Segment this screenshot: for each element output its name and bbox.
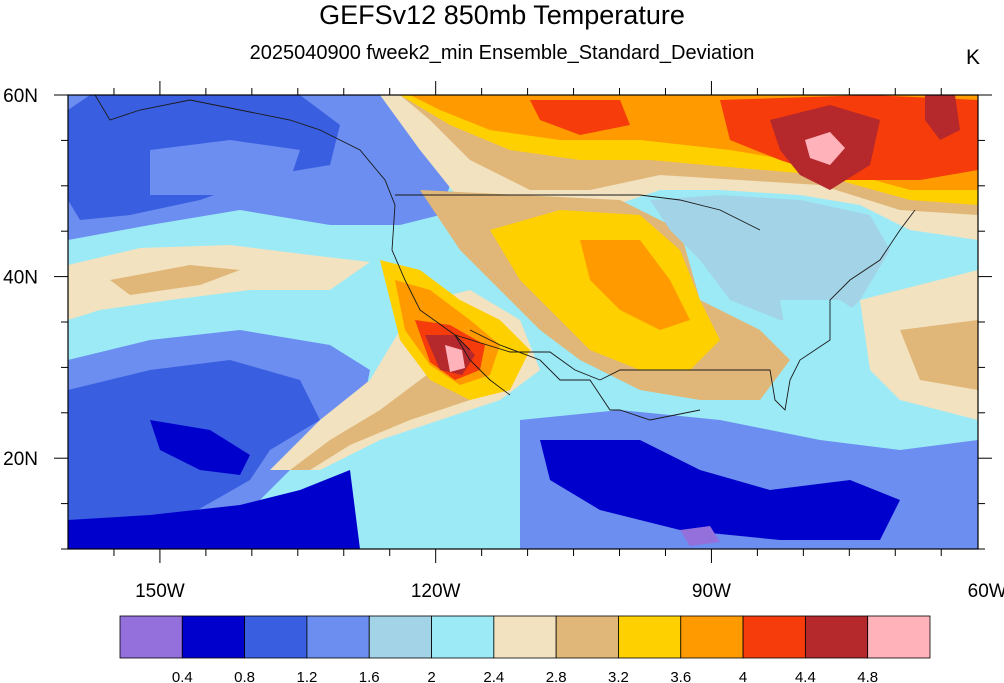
border-us-mexico [454,334,601,381]
map-title: GEFSv12 850mb Temperature [319,0,685,30]
lat-label: 20N [3,449,38,470]
colorbar-label: 4 [739,669,747,683]
colorbar-label: 0.8 [234,669,255,683]
colorbar-swatch [431,615,495,659]
lat-label: 60N [3,86,38,107]
region-lowest-purple [680,526,720,546]
colorbar-swatch [555,615,619,659]
colorbar-swatch [368,615,432,659]
colorbar-label: 3.6 [670,669,691,683]
coastline-outlines [94,95,916,421]
colorbar-swatch [680,615,744,659]
colorbar: 0.4 0.8 1.2 1.6 2 2.4 2.8 3.2 3.6 4 4.4 4.8 [119,615,931,683]
border-us-canada [395,194,761,231]
colorbar-label: 1.6 [359,669,380,683]
colorbar-label: 2.8 [546,669,567,683]
region-gulf-alaska-light [150,140,300,195]
colorbar-swatch [493,615,557,659]
region-great-lakes-cool [650,195,890,330]
lon-label: 90W [692,581,731,602]
region-pacific-tan-band [68,245,370,320]
region-pacific-tan-inner [110,265,240,295]
colorbar-swatch [119,615,183,659]
region-hudson-bay-peak [805,132,845,165]
colorbar-swatch [306,615,370,659]
region-pacific-low-south [68,470,360,549]
lon-label: 120W [411,581,461,602]
colorbar-label: 3.2 [608,669,629,683]
region-canada-red-2 [530,100,630,135]
coastline-gulf [599,209,916,411]
colorbar-label: 0.4 [172,669,193,683]
colorbar-label: 2.4 [483,669,504,683]
units-label: K [966,46,981,69]
colorbar-label: 1.2 [296,669,317,683]
tick-layer: 60N 40N 20N 150W 120W 90W 60W [3,81,1004,602]
coastline-baja [454,329,701,421]
colorbar-label: 4.8 [857,669,878,683]
region-plains-orange [580,240,690,330]
region-atlantic-tan-inner [900,320,978,390]
colorbar-swatch [867,615,931,659]
lat-label: 40N [3,268,38,289]
colorbar-swatch [742,615,806,659]
colorbar-label: 2 [427,669,435,683]
colorbar-label: 4.4 [795,669,816,683]
region-pacific-low-band [150,420,250,475]
region-labrador-red [925,95,960,140]
coastline-west-coast [94,95,471,351]
lon-label: 60W [968,581,1004,602]
colorbar-swatch [618,615,682,659]
colorbar-swatch [181,615,246,659]
colorbar-swatch [804,615,869,659]
region-baja-max [445,345,465,372]
region-caribbean-dark [540,440,900,540]
colorbar-swatch [244,615,308,659]
map-subtitle: 2025040900 fweek2_min Ensemble_Standard_… [249,42,755,64]
lon-label: 150W [135,581,185,602]
field-contours [68,95,978,549]
region-east-coast-light [780,300,880,420]
